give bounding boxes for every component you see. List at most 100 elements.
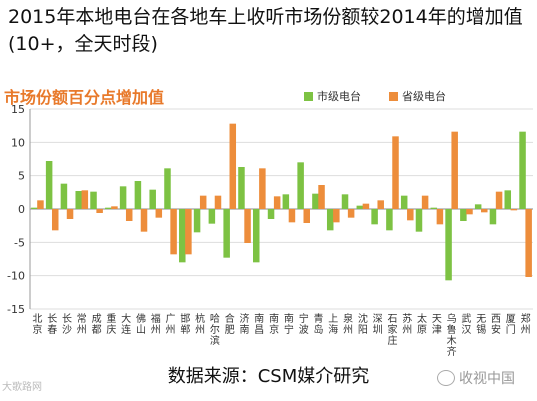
x-tick-label: 长沙 xyxy=(62,313,72,336)
bar-province xyxy=(259,168,266,209)
bar-province xyxy=(170,209,177,255)
bar-city xyxy=(297,162,304,209)
bar-province xyxy=(96,209,103,213)
bar-city xyxy=(45,161,53,209)
legend-label-province: 省级电台 xyxy=(402,90,446,103)
bar-province xyxy=(66,209,74,219)
bar-city xyxy=(90,191,97,209)
bar-chart: -15 -10 -5 0 5 10 15 北京长春长沙常州成都重庆大连佛山福州广州邯郸杭州哈尔… xyxy=(7,103,533,358)
page-title: 2015年本地电台在各地车上收听市场份额较2014年的增加值(10+，全天时段) xyxy=(8,6,523,55)
bar-province xyxy=(481,209,488,213)
bar-province xyxy=(155,209,163,218)
bar-city xyxy=(474,204,482,209)
x-tick-label: 合肥 xyxy=(225,312,235,336)
bar-province xyxy=(140,209,148,232)
bar-city xyxy=(75,191,82,209)
x-tick-label: 哈尔滨 xyxy=(210,312,220,347)
x-tick-label: 济南 xyxy=(240,312,250,336)
bar-city xyxy=(415,209,423,232)
bar-city xyxy=(252,209,260,263)
bar-city xyxy=(489,209,497,225)
bar-city xyxy=(31,207,38,209)
x-tick-label: 成都 xyxy=(92,313,102,336)
bar-city xyxy=(105,207,112,209)
bar-city xyxy=(326,209,334,231)
legend-label-city: 市级电台 xyxy=(317,90,361,103)
bar-city xyxy=(119,186,127,209)
y-tick-label: 15 xyxy=(11,103,25,116)
x-tick-label: 大连 xyxy=(121,312,131,336)
x-tick-label: 重庆 xyxy=(106,312,116,336)
bar-province xyxy=(244,209,251,243)
bar-province xyxy=(111,206,118,209)
bar-province xyxy=(495,191,503,209)
x-tick-label: 苏州 xyxy=(402,312,412,336)
legend-item-province: 省级电台 xyxy=(389,88,446,104)
bar-province xyxy=(362,203,370,209)
bar-province xyxy=(229,123,237,209)
bar-city xyxy=(149,189,156,209)
bar-city xyxy=(193,209,201,233)
legend-item-city: 市级电台 xyxy=(304,88,361,104)
bar-city xyxy=(208,209,216,224)
x-tick-label: 杭州 xyxy=(195,312,205,336)
bar-city xyxy=(430,207,438,209)
y-tick-label: 5 xyxy=(18,170,25,183)
y-tick-label: -15 xyxy=(7,303,25,316)
bar-city xyxy=(238,167,245,209)
y-tick-label: 10 xyxy=(11,136,25,149)
bar-city xyxy=(371,209,378,225)
x-tick-label: 南京 xyxy=(269,312,279,336)
bar-city xyxy=(223,209,230,258)
bar-province xyxy=(303,209,311,223)
bar-province xyxy=(125,209,133,221)
data-source-caption: 数据来源：CSM媒介研究 xyxy=(167,366,370,387)
bar-province xyxy=(510,209,518,211)
x-tick-label: 上海 xyxy=(328,313,338,336)
x-tick-label: 西安 xyxy=(491,314,501,336)
x-tick-label: 青岛 xyxy=(313,312,323,336)
y-tick-label: -10 xyxy=(7,270,25,283)
bar-city xyxy=(504,190,512,209)
bar-province xyxy=(392,136,399,209)
x-tick-label: 郑州 xyxy=(521,312,531,336)
bar-province xyxy=(347,209,355,218)
bar-city xyxy=(60,183,68,209)
watermark-right-text: 收视中国 xyxy=(459,371,515,387)
bar-province xyxy=(377,200,384,209)
legend-swatch-city xyxy=(304,91,313,101)
watermark-left: 大歌路网 xyxy=(2,382,42,393)
bar-city xyxy=(282,194,290,209)
bar-city xyxy=(164,168,171,209)
bar-province xyxy=(333,209,340,223)
watermark-right: 收视中国 xyxy=(437,368,515,388)
x-tick-label: 南宁 xyxy=(284,312,294,336)
bar-province xyxy=(466,209,473,215)
x-tick-label: 无锡 xyxy=(476,314,486,336)
bar-city xyxy=(312,193,319,209)
x-tick-label: 沈阳 xyxy=(358,312,368,336)
x-tick-label: 太原 xyxy=(417,312,427,336)
x-tick-label: 广州 xyxy=(166,313,176,336)
bar-city xyxy=(519,131,526,209)
x-tick-label: 南昌 xyxy=(254,312,264,336)
x-tick-label: 石家庄 xyxy=(387,314,397,347)
bar-city xyxy=(267,209,275,219)
x-tick-label: 长春 xyxy=(47,313,57,336)
x-tick-label: 常州 xyxy=(77,312,87,336)
bar-province xyxy=(81,190,89,209)
x-tick-label: 厦门 xyxy=(506,313,516,336)
bar-province xyxy=(214,195,222,209)
bar-province xyxy=(318,185,325,209)
bar-city xyxy=(179,209,186,263)
bar-province xyxy=(451,131,458,209)
wechat-icon xyxy=(437,370,455,386)
bar-province xyxy=(273,196,281,209)
x-tick-label: 天津 xyxy=(432,314,442,336)
x-tick-label: 北京 xyxy=(32,313,42,336)
x-tick-label: 福州 xyxy=(151,312,161,336)
bar-province xyxy=(199,195,207,209)
bar-province xyxy=(421,195,429,209)
bar-city xyxy=(341,194,349,209)
bar-province xyxy=(288,209,296,223)
